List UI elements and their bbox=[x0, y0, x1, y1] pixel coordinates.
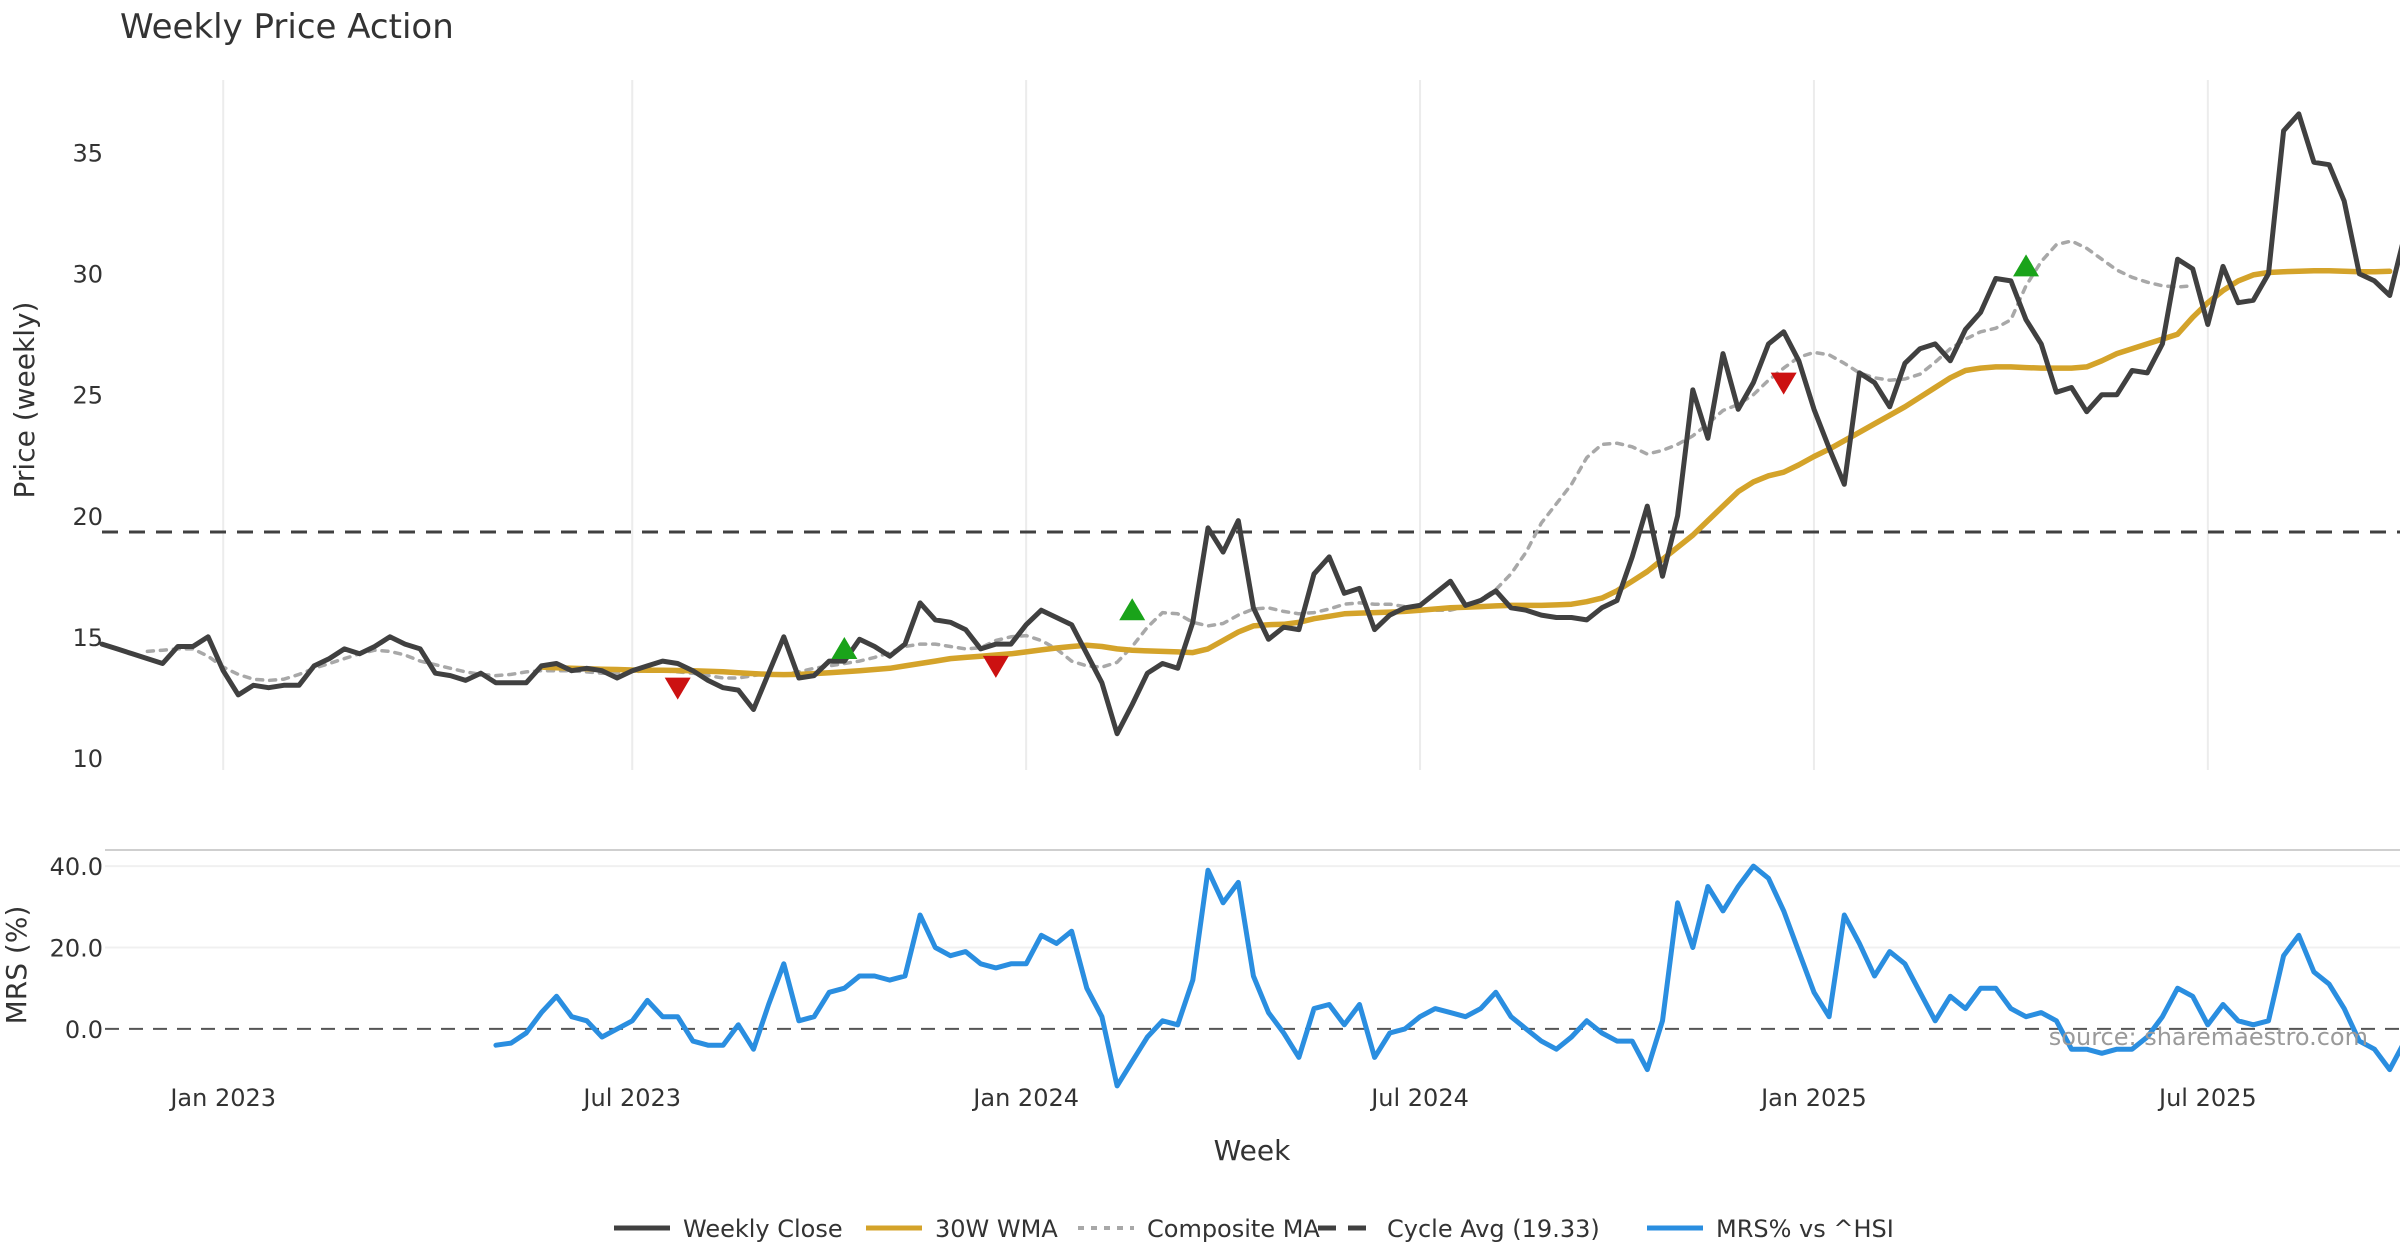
price-y-tick: 25 bbox=[72, 382, 103, 410]
sell-signal-marker bbox=[982, 655, 1009, 678]
mrs-y-tick: 40.0 bbox=[50, 853, 103, 881]
mrs-panel: 40.0 20.0 0.0 bbox=[50, 849, 2400, 1089]
legend-label: 30W WMA bbox=[935, 1215, 1058, 1243]
legend-label: Cycle Avg (19.33) bbox=[1387, 1215, 1600, 1243]
x-tick-label: Jul 2023 bbox=[581, 1084, 681, 1112]
source-text: source: sharemaestro.com bbox=[2049, 1023, 2368, 1051]
price-series bbox=[99, 111, 2400, 737]
mrs-grid bbox=[105, 865, 2400, 949]
price-y-tick: 35 bbox=[72, 140, 103, 168]
mrs-y-tick: 0.0 bbox=[65, 1016, 103, 1044]
sell-signal-marker bbox=[1770, 372, 1797, 395]
weekly-close-line bbox=[99, 111, 2400, 737]
price-panel: 10 15 20 25 30 35 bbox=[72, 80, 2400, 773]
price-y-axis-label: Price (weekly) bbox=[8, 302, 41, 499]
buy-signal-marker bbox=[1119, 598, 1146, 621]
price-y-tick: 10 bbox=[72, 745, 103, 773]
price-y-tick: 20 bbox=[72, 503, 103, 531]
legend-label: Composite MA bbox=[1147, 1215, 1320, 1243]
mrs-y-tick: 20.0 bbox=[50, 935, 103, 963]
sell-signal-marker bbox=[664, 677, 691, 700]
composite-ma-line bbox=[145, 239, 2195, 683]
x-tick-label: Jul 2024 bbox=[1369, 1084, 1469, 1112]
buy-signal-marker bbox=[831, 636, 858, 659]
mrs-series bbox=[493, 863, 2400, 1089]
x-axis-label: Week bbox=[1214, 1134, 1291, 1167]
legend-label: MRS% vs ^HSI bbox=[1716, 1215, 1894, 1243]
x-tick-label: Jan 2023 bbox=[168, 1084, 276, 1112]
x-tick-label: Jan 2025 bbox=[1759, 1084, 1867, 1112]
price-y-tick: 15 bbox=[72, 624, 103, 652]
legend: Weekly Close 30W WMA Composite MA Cycle Avg… bbox=[614, 1215, 1894, 1243]
x-tick-label: Jul 2025 bbox=[2157, 1084, 2257, 1112]
mrs-line bbox=[493, 863, 2400, 1089]
chart-title: Weekly Price Action bbox=[120, 7, 454, 47]
signal-markers bbox=[664, 254, 2040, 700]
mrs-y-axis-label: MRS (%) bbox=[0, 906, 33, 1025]
price-y-ticks: 10 15 20 25 30 35 bbox=[72, 140, 103, 773]
legend-label: Weekly Close bbox=[683, 1215, 843, 1243]
mrs-y-ticks: 40.0 20.0 0.0 bbox=[50, 853, 103, 1044]
price-grid bbox=[222, 80, 2209, 770]
x-tick-label: Jan 2024 bbox=[971, 1084, 1079, 1112]
x-tick-labels: Jan 2023 Jul 2023 Jan 2024 Jul 2024 Jan 2025… bbox=[168, 1084, 2256, 1112]
buy-signal-marker bbox=[2013, 254, 2040, 277]
price-y-tick: 30 bbox=[72, 261, 103, 289]
